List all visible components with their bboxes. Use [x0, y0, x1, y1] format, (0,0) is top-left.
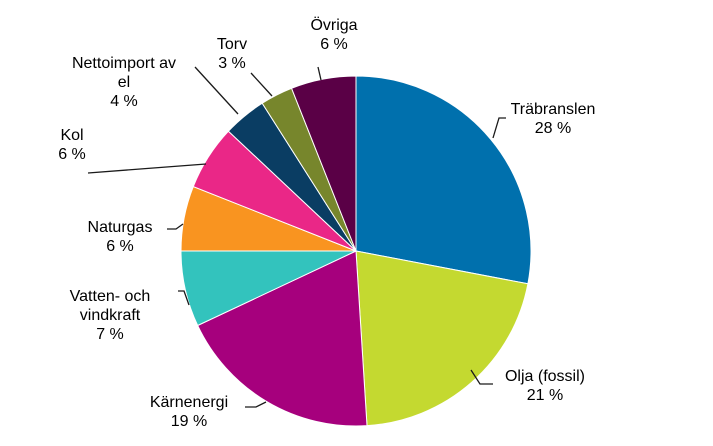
pie-slice — [290, 75, 357, 252]
leader-line — [178, 290, 190, 306]
slice-name-label: Naturgas — [88, 219, 153, 236]
slice-value-label: 6 % — [106, 238, 134, 255]
slice-labels: Träbranslen 28 % Olja (fossil) 21 % Kärnener… — [58, 16, 595, 430]
slice-value-label: 4 % — [110, 93, 138, 110]
slice-label: Kärnenergi 19 % — [150, 394, 228, 430]
slice-name-label: vindkraft — [80, 307, 141, 324]
slice-value-label: 21 % — [527, 387, 563, 404]
leader-line — [492, 117, 506, 139]
slice-value-label: 6 % — [58, 146, 86, 163]
slice-name-label: Nettoimport av — [72, 55, 176, 72]
slice-name-label: Träbranslen — [511, 101, 596, 118]
leader-lines — [87, 66, 506, 408]
leader-line — [87, 163, 207, 174]
slice-name-label: Övriga — [310, 16, 357, 34]
pie-slice — [196, 250, 368, 427]
slice-label: Kol 6 % — [58, 127, 86, 163]
slice-label: Olja (fossil) 21 % — [505, 368, 585, 404]
slice-label: Vatten- och vindkraft 7 % — [70, 288, 151, 343]
pie-slice — [355, 250, 529, 427]
slice-label: Träbranslen 28 % — [511, 101, 596, 137]
slice-label: Naturgas 6 % — [88, 219, 153, 255]
slice-value-label: 28 % — [535, 120, 571, 137]
slice-value-label: 19 % — [171, 413, 207, 430]
slice-name-label: el — [118, 74, 130, 91]
slice-value-label: 7 % — [96, 326, 124, 343]
slice-name-label: Kärnenergi — [150, 394, 228, 411]
leader-line — [194, 66, 239, 115]
slice-label: Övriga 6 % — [310, 16, 357, 53]
slice-name-label: Olja (fossil) — [505, 368, 585, 385]
pie-slices — [180, 75, 532, 427]
slice-name-label: Torv — [217, 36, 247, 53]
slice-name-label: Vatten- och — [70, 288, 151, 305]
pie-slice — [355, 75, 532, 285]
leader-line — [167, 223, 184, 230]
slice-label: Torv 3 % — [217, 36, 247, 72]
leader-line — [470, 369, 493, 385]
slice-value-label: 6 % — [320, 36, 348, 53]
slice-name-label: Kol — [60, 127, 83, 144]
leader-line — [245, 401, 267, 408]
slice-label: Nettoimport av el 4 % — [72, 55, 176, 110]
slice-value-label: 3 % — [218, 55, 246, 72]
leader-line — [250, 72, 273, 97]
leader-line — [317, 66, 322, 81]
